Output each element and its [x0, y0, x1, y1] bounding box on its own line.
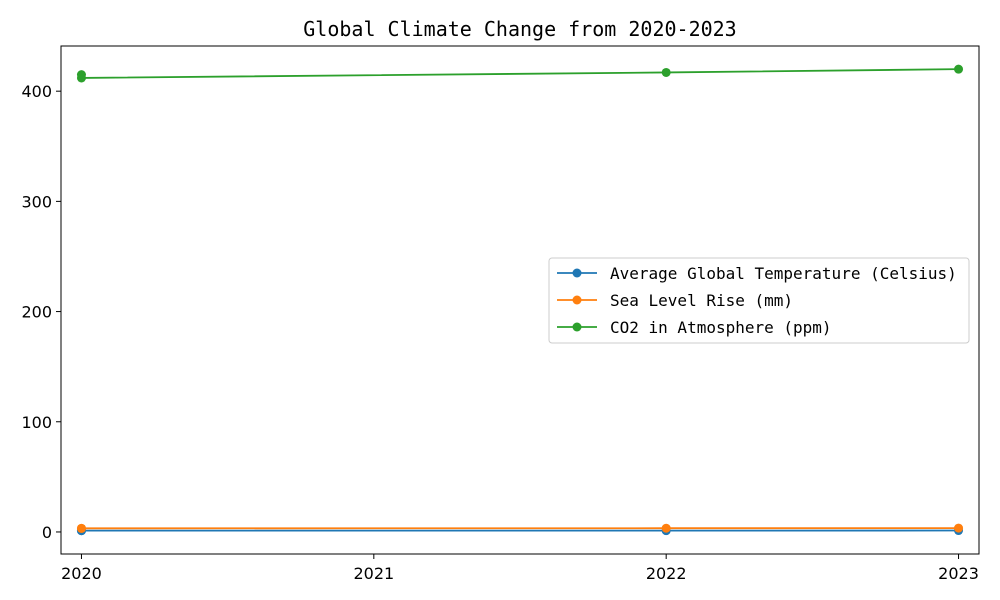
- legend-entry-label: CO2 in Atmosphere (ppm): [610, 318, 832, 337]
- legend-swatch-marker: [572, 268, 582, 278]
- plot-area: 2020 2021 2022 2023 0 100 200 300 400: [21, 45, 980, 583]
- x-tick-label: 2020: [61, 564, 102, 583]
- y-tick-label: 400: [21, 82, 52, 101]
- legend-entry-label: Average Global Temperature (Celsius): [610, 264, 957, 283]
- series-point-1: [76, 523, 86, 533]
- series-point-2: [954, 64, 964, 74]
- y-tick-label: 200: [21, 303, 52, 322]
- series-point-2: [661, 67, 671, 77]
- legend-swatch-marker: [572, 322, 582, 332]
- series-point-1: [954, 523, 964, 533]
- y-tick-label: 0: [42, 523, 52, 542]
- y-tick-label: 100: [21, 413, 52, 432]
- legend: Average Global Temperature (Celsius) Sea …: [548, 257, 970, 344]
- series-point-1: [661, 523, 671, 533]
- x-tick-label: 2023: [938, 564, 979, 583]
- chart-title: Global Climate Change from 2020-2023: [303, 17, 736, 41]
- data-marks: [76, 64, 964, 536]
- legend-frame: [548, 257, 970, 344]
- y-tick-label: 300: [21, 192, 52, 211]
- plot-frame: [60, 45, 980, 555]
- legend-swatch-marker: [572, 295, 582, 305]
- x-tick-label: 2021: [353, 564, 394, 583]
- series-point-2: [76, 73, 86, 83]
- legend-entry-label: Sea Level Rise (mm): [610, 291, 793, 310]
- series-line-2: [80, 68, 959, 79]
- x-tick-label: 2022: [646, 564, 687, 583]
